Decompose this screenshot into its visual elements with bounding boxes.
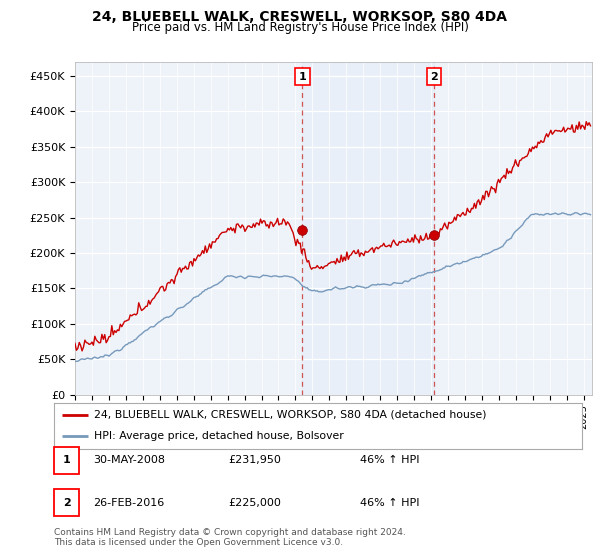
Bar	[302, 62, 434, 395]
Text: Price paid vs. HM Land Registry's House Price Index (HPI): Price paid vs. HM Land Registry's House …	[131, 21, 469, 34]
Text: 26-FEB-2016: 26-FEB-2016	[93, 498, 164, 508]
Text: 1: 1	[299, 72, 307, 82]
Text: 46% ↑ HPI: 46% ↑ HPI	[360, 455, 419, 465]
Text: HPI: Average price, detached house, Bolsover: HPI: Average price, detached house, Bols…	[94, 431, 343, 441]
Text: Contains HM Land Registry data © Crown copyright and database right 2024.
This d: Contains HM Land Registry data © Crown c…	[54, 528, 406, 547]
Text: 2: 2	[430, 72, 437, 82]
Text: 24, BLUEBELL WALK, CRESWELL, WORKSOP, S80 4DA (detached house): 24, BLUEBELL WALK, CRESWELL, WORKSOP, S8…	[94, 410, 486, 419]
Text: 46% ↑ HPI: 46% ↑ HPI	[360, 498, 419, 508]
Text: 24, BLUEBELL WALK, CRESWELL, WORKSOP, S80 4DA: 24, BLUEBELL WALK, CRESWELL, WORKSOP, S8…	[92, 10, 508, 24]
Text: £225,000: £225,000	[228, 498, 281, 508]
Text: £231,950: £231,950	[228, 455, 281, 465]
Text: 1: 1	[63, 455, 70, 465]
Text: 30-MAY-2008: 30-MAY-2008	[93, 455, 165, 465]
Text: 2: 2	[63, 498, 70, 508]
